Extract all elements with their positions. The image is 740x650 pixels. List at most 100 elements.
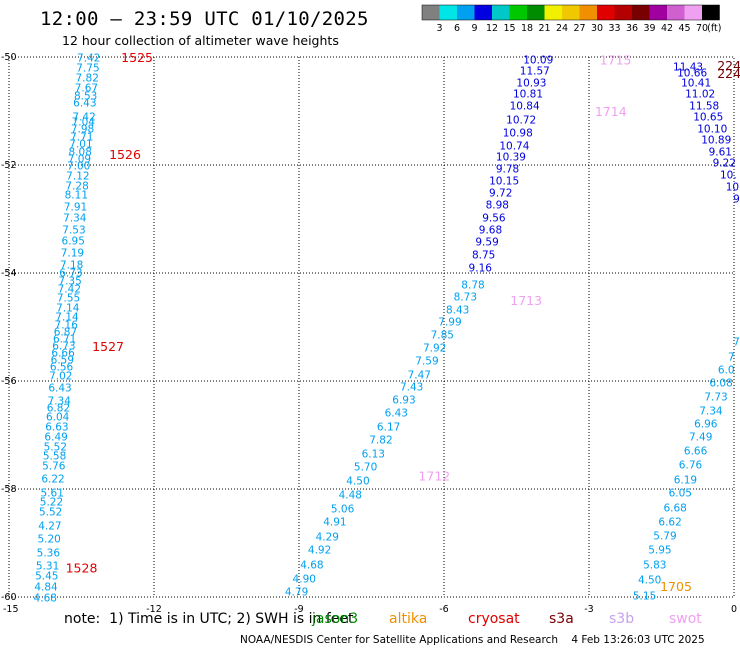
- legend-tick: 24: [556, 23, 568, 34]
- swh-value: 4.84: [34, 582, 58, 594]
- page-title: 12:00 – 23:59 UTC 01/10/2025: [40, 8, 369, 30]
- swh-value: 4.79: [285, 587, 308, 599]
- x-tick-label: -15: [3, 604, 19, 615]
- legend-tick: 30: [591, 23, 603, 34]
- plot-frame: [8, 56, 735, 598]
- y-tick-label: -50: [1, 52, 17, 63]
- swh-value: 10.74: [499, 141, 529, 153]
- swh-value: 9.59: [475, 237, 498, 249]
- swh-value: 7.82: [369, 435, 392, 447]
- y-tick-label: -52: [1, 160, 17, 171]
- swh-value: 7.00: [67, 161, 90, 173]
- swh-value: 6.56: [50, 362, 74, 374]
- swh-value: 11.58: [689, 101, 719, 113]
- swh-value: 7.42: [58, 284, 81, 296]
- swh-value: 4.50: [638, 575, 661, 587]
- x-tick-label: 0: [731, 604, 737, 615]
- swh-value: 6.66: [51, 348, 75, 360]
- swh-value: 6.05: [669, 488, 692, 500]
- swh-value: 10.84: [510, 101, 540, 113]
- credit-line: NOAA/NESDIS Center for Satellite Applica…: [240, 634, 705, 646]
- swh-value: 6.62: [658, 517, 681, 529]
- swh-value: 5.06: [331, 504, 355, 516]
- swh-value: 5.52: [39, 507, 62, 519]
- swh-value: 7.49: [689, 432, 712, 444]
- legend-swatch: [422, 5, 440, 20]
- legend-tick: 9: [471, 23, 477, 34]
- legend-tick: 70: [696, 23, 708, 34]
- swh-value: 8.98: [486, 200, 509, 212]
- swh-value: 7.34: [48, 396, 72, 408]
- pass-time-label: 1527: [92, 339, 124, 354]
- legend-swatch: [667, 5, 685, 20]
- swh-value: 7.43: [400, 382, 423, 394]
- swh-value: 4.90: [293, 574, 316, 586]
- swh-value: 7.85: [431, 330, 454, 342]
- pass-time-label: 1526: [109, 147, 141, 162]
- swh-value: 8.11: [65, 190, 88, 202]
- swh-value: 8.43: [446, 305, 469, 317]
- swh-value: 10.: [720, 170, 737, 182]
- swh-value: 9.22: [713, 158, 736, 170]
- legend-swatch: [684, 5, 702, 20]
- footer-note: note: 1) Time is in UTC; 2) SWH is in fe…: [64, 611, 354, 627]
- legend-tick: 3: [436, 23, 442, 34]
- legend-tick: 33: [608, 23, 620, 34]
- legend-tick: 36: [626, 23, 638, 34]
- swh-value: 10.10: [697, 124, 727, 136]
- swh-value: 7.73: [704, 392, 727, 404]
- swh-value: 6.04: [46, 412, 70, 424]
- swh-value: 7.28: [65, 181, 88, 193]
- swh-value: 9.78: [496, 164, 519, 176]
- swh-value: 5.22: [40, 497, 63, 509]
- swh-value: 7.04: [72, 117, 96, 129]
- swh-value: 5.15: [633, 591, 656, 603]
- y-tick-label: -60: [1, 592, 17, 603]
- swh-value: 6.71: [53, 334, 76, 346]
- swh-value: 7.19: [61, 248, 84, 260]
- swh-value: 5.79: [653, 531, 676, 543]
- swh-value: 5.61: [41, 488, 64, 500]
- legend-swatch: [597, 5, 615, 20]
- swh-value: 8.78: [461, 280, 484, 292]
- swh-value: 6.73: [59, 268, 82, 280]
- swh-value: 6.22: [41, 474, 64, 486]
- swh-value: 4.68: [34, 593, 57, 605]
- swh-value: 6.73: [52, 341, 75, 353]
- swh-value: 9.72: [489, 188, 512, 200]
- legend-swatch: [457, 5, 475, 20]
- legend-tick: 18: [521, 23, 533, 34]
- swh-value: 7.98: [71, 124, 94, 136]
- swh-value: 11.43: [673, 62, 703, 74]
- swh-value: 4.27: [38, 521, 61, 533]
- swh-value: 5.70: [354, 462, 377, 474]
- swh-value: 6.43: [73, 98, 96, 110]
- page-subtitle: 12 hour collection of altimeter wave hei…: [62, 33, 339, 48]
- pass-time-label: 1525: [121, 50, 153, 65]
- chart-grid: [9, 57, 734, 597]
- legend-tick: 15: [503, 23, 515, 34]
- satellite-label-altika: altika: [389, 611, 428, 627]
- swh-value: 7.09: [68, 154, 91, 166]
- swh-value: 5.95: [648, 545, 671, 557]
- x-tick-label: -9: [294, 604, 303, 615]
- pass-time-label: 1713: [510, 293, 542, 308]
- pass-time-label: 1715: [600, 53, 632, 68]
- color-legend: 3 6 9 12 15 18 21 24 27 30 33 36 39 42 45 70 (ft): [421, 4, 722, 34]
- swh-value: 6.93: [392, 395, 415, 407]
- swh-value: 6.59: [51, 355, 74, 367]
- swh-value: 6.96: [694, 419, 718, 431]
- swh-value: 10.15: [489, 176, 519, 188]
- swh-value: 7.59: [415, 356, 438, 368]
- legend-swatch: [702, 5, 720, 20]
- legend-tick: 6: [454, 23, 460, 34]
- swh-value: 10.72: [506, 115, 536, 127]
- legend-swatch: [632, 5, 650, 20]
- swh-value: 6.43: [385, 408, 408, 420]
- swh-value: 5.20: [37, 534, 60, 546]
- pass-time-label: 224: [717, 66, 740, 81]
- swh-value: 7.47: [408, 370, 431, 382]
- swh-value: 7: [733, 337, 740, 349]
- swh-value: 4.68: [300, 560, 323, 572]
- swh-value: 7.92: [423, 343, 446, 355]
